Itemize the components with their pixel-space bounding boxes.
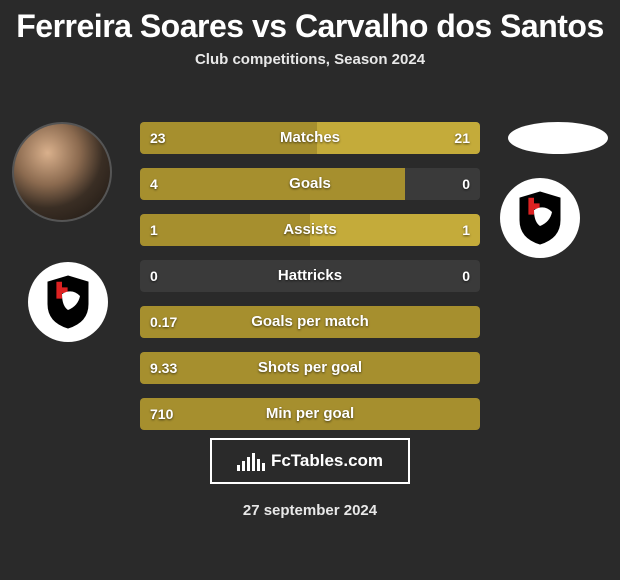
stat-value-left: 0.17 [150,306,177,338]
stat-row: Assists11 [140,214,480,246]
bar-left [140,122,317,154]
branding-box: FcTables.com [210,438,410,484]
player-left-avatar [12,122,112,222]
mini-bar [262,463,265,471]
stat-row: Min per goal710 [140,398,480,430]
bar-left [140,398,480,430]
bars-icon [237,451,265,471]
stat-value-left: 710 [150,398,173,430]
stat-value-left: 9.33 [150,352,177,384]
shield-icon [516,190,564,246]
bar-container [140,398,480,430]
stat-value-left: 1 [150,214,158,246]
mini-bar [247,457,250,471]
stat-row: Matches2321 [140,122,480,154]
date-label: 27 september 2024 [0,502,620,519]
stat-value-right: 0 [462,260,470,292]
club-badge-right [500,178,580,258]
stat-value-left: 0 [150,260,158,292]
bar-right [310,214,480,246]
shield-icon [44,274,92,330]
bar-left [140,168,405,200]
bar-container [140,260,480,292]
branding-text: FcTables.com [271,451,383,471]
bar-gap [140,260,480,292]
club-badge-left [28,262,108,342]
bar-container [140,214,480,246]
stat-row: Goals40 [140,168,480,200]
stat-value-right: 1 [462,214,470,246]
bar-container [140,168,480,200]
stat-value-left: 23 [150,122,166,154]
stat-row: Shots per goal9.33 [140,352,480,384]
comparison-chart: Matches2321Goals40Assists11Hattricks00Go… [140,122,480,444]
stat-value-right: 21 [454,122,470,154]
bar-container [140,352,480,384]
page-title: Ferreira Soares vs Carvalho dos Santos [0,0,620,45]
mini-bar [257,459,260,471]
stat-value-left: 4 [150,168,158,200]
subtitle: Club competitions, Season 2024 [0,51,620,68]
player-right-avatar [508,122,608,154]
bar-left [140,352,480,384]
bar-container [140,122,480,154]
stat-row: Hattricks00 [140,260,480,292]
bar-left [140,214,310,246]
mini-bar [237,465,240,471]
stat-value-right: 0 [462,168,470,200]
bar-container [140,306,480,338]
mini-bar [252,453,255,471]
bar-left [140,306,480,338]
stat-row: Goals per match0.17 [140,306,480,338]
mini-bar [242,461,245,471]
